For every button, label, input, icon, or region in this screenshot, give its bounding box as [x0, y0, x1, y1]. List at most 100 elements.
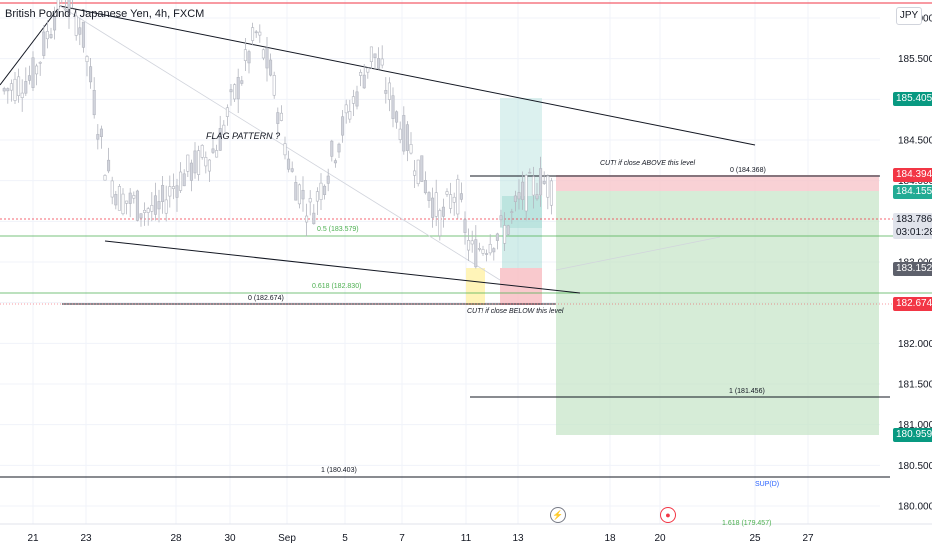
candle-body — [269, 59, 273, 76]
candle-body — [99, 128, 103, 137]
candle-body — [225, 107, 229, 117]
candle-body — [211, 148, 215, 153]
candle-body — [337, 143, 341, 153]
candle-body — [441, 206, 445, 217]
candle-body — [121, 193, 125, 215]
candle-body — [315, 191, 319, 202]
y-tick-label: 184.500 — [898, 136, 932, 147]
candle-body — [261, 49, 265, 59]
candle-body — [114, 194, 118, 206]
price-label-fib-zero: 182.674 — [893, 297, 932, 311]
candle-body — [189, 162, 193, 181]
candle-body — [197, 150, 201, 175]
price-label-current: 183.786 03:01:28 — [893, 213, 932, 239]
price-label-low: 183.152 — [893, 262, 932, 276]
candle-body — [240, 80, 244, 84]
candle-body — [359, 72, 363, 76]
candle-body — [20, 92, 24, 98]
x-tick-label: 23 — [80, 533, 92, 544]
candle-body — [96, 134, 100, 140]
lightning-icon[interactable]: ⚡ — [550, 507, 566, 523]
candle-body — [294, 182, 298, 201]
yellow-zone — [466, 268, 485, 305]
rise-line[interactable] — [0, 5, 61, 86]
candle-body — [456, 178, 460, 215]
flag-pattern-label: FLAG PATTERN ? — [206, 131, 281, 141]
x-tick-label: 25 — [749, 533, 761, 544]
candle-body — [499, 215, 503, 221]
currency-button[interactable]: JPY — [896, 7, 922, 25]
candle-body — [330, 140, 334, 157]
cut-below-label: CUT! if close BELOW this level — [467, 308, 564, 315]
candle-body — [535, 194, 539, 200]
candle-body — [467, 240, 471, 251]
candle-body — [161, 185, 165, 202]
candle-body — [89, 66, 93, 83]
upper-channel-line[interactable] — [59, 5, 756, 146]
candle-body — [45, 31, 49, 40]
candle-body — [132, 195, 136, 199]
candle-body — [477, 248, 481, 250]
candle-body — [251, 27, 255, 41]
x-axis: 21 23 28 30 Sep 5 7 11 13 18 20 25 27 — [27, 533, 814, 544]
candle-body — [17, 76, 21, 96]
level-label-181456: 1 (181.456) — [729, 388, 765, 395]
candle-body — [13, 78, 17, 101]
level-label-183579: 0.5 (183.579) — [317, 226, 359, 233]
level-label-180403: 1 (180.403) — [321, 467, 357, 474]
candle-body — [35, 65, 39, 75]
y-tick-label: 185.500 — [898, 54, 932, 65]
candle-body — [81, 21, 85, 48]
candle-body — [513, 195, 517, 203]
candle-body — [276, 112, 280, 124]
x-tick-label: Sep — [278, 533, 296, 544]
candle-body — [290, 168, 294, 172]
candle-body — [549, 180, 553, 206]
candle-body — [186, 154, 190, 172]
candle-body — [182, 173, 186, 187]
candle-body — [247, 51, 251, 64]
x-tick-label: 7 — [399, 533, 405, 544]
x-tick-label: 11 — [461, 533, 472, 544]
y-tick-label: 180.500 — [898, 461, 932, 472]
candle-body — [272, 75, 276, 96]
candle-body — [391, 95, 395, 119]
candle-body — [117, 186, 121, 211]
candle-body — [287, 158, 291, 170]
candlestick-series — [2, 0, 553, 269]
candle-body — [492, 248, 496, 253]
candle-body — [56, 0, 60, 10]
x-tick-label: 18 — [604, 533, 616, 544]
candle-body — [380, 58, 384, 66]
candle-body — [517, 192, 521, 200]
economic-event-icon[interactable]: ● — [660, 507, 676, 523]
candle-body — [236, 77, 240, 100]
candle-body — [481, 249, 485, 254]
candle-body — [420, 155, 424, 182]
candle-body — [495, 233, 499, 241]
candle-body — [103, 175, 107, 181]
candle-body — [24, 81, 28, 94]
candle-body — [449, 194, 453, 209]
candle-body — [312, 212, 316, 225]
candle-body — [384, 90, 388, 94]
candle-body — [6, 88, 10, 92]
x-tick-label: 20 — [654, 533, 666, 544]
candle-body — [528, 171, 532, 174]
candle-body — [405, 124, 409, 151]
y-tick-label: 180.000 — [898, 502, 932, 513]
candle-body — [387, 82, 391, 100]
candle-body — [153, 195, 157, 215]
candle-body — [215, 150, 219, 158]
candle-body — [222, 124, 226, 135]
candle-body — [128, 192, 132, 204]
candle-body — [301, 189, 305, 200]
x-tick-label: 27 — [802, 533, 814, 544]
position-target-zone — [556, 191, 879, 435]
price-label-bid: 184.155 — [893, 185, 932, 199]
candle-body — [143, 210, 147, 213]
lower-channel-line[interactable] — [104, 240, 581, 294]
candle-body — [258, 31, 262, 36]
x-tick-label: 30 — [224, 533, 236, 544]
